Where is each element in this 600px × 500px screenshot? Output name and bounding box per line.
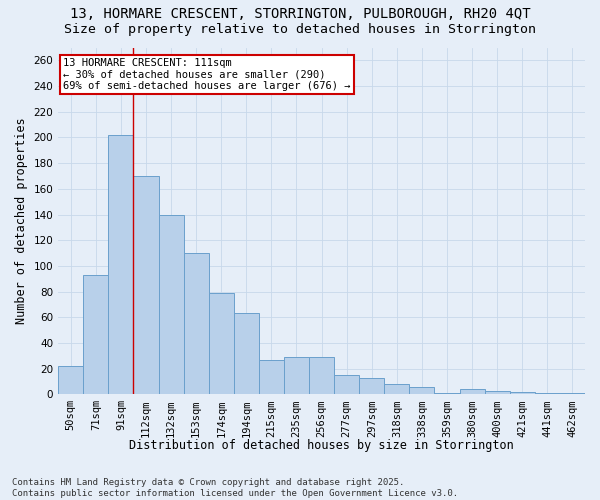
Bar xyxy=(309,357,334,395)
Bar xyxy=(460,389,485,394)
Text: 13, HORMARE CRESCENT, STORRINGTON, PULBOROUGH, RH20 4QT: 13, HORMARE CRESCENT, STORRINGTON, PULBO… xyxy=(70,8,530,22)
Bar xyxy=(560,393,585,394)
Bar xyxy=(109,135,133,394)
Bar xyxy=(284,357,309,395)
Bar xyxy=(58,366,83,394)
Bar xyxy=(259,360,284,394)
Bar xyxy=(83,275,109,394)
Bar xyxy=(385,384,409,394)
Bar xyxy=(434,393,460,394)
Bar xyxy=(510,392,535,394)
Bar xyxy=(409,386,434,394)
Text: Contains HM Land Registry data © Crown copyright and database right 2025.
Contai: Contains HM Land Registry data © Crown c… xyxy=(12,478,458,498)
Bar xyxy=(184,253,209,394)
Y-axis label: Number of detached properties: Number of detached properties xyxy=(15,118,28,324)
Text: 13 HORMARE CRESCENT: 111sqm
← 30% of detached houses are smaller (290)
69% of se: 13 HORMARE CRESCENT: 111sqm ← 30% of det… xyxy=(64,58,351,91)
Bar xyxy=(485,390,510,394)
Bar xyxy=(359,378,385,394)
Bar xyxy=(234,314,259,394)
Bar xyxy=(209,293,234,394)
Bar xyxy=(158,214,184,394)
Bar xyxy=(535,393,560,394)
Bar xyxy=(133,176,158,394)
Bar xyxy=(334,375,359,394)
Text: Size of property relative to detached houses in Storrington: Size of property relative to detached ho… xyxy=(64,22,536,36)
X-axis label: Distribution of detached houses by size in Storrington: Distribution of detached houses by size … xyxy=(129,440,514,452)
